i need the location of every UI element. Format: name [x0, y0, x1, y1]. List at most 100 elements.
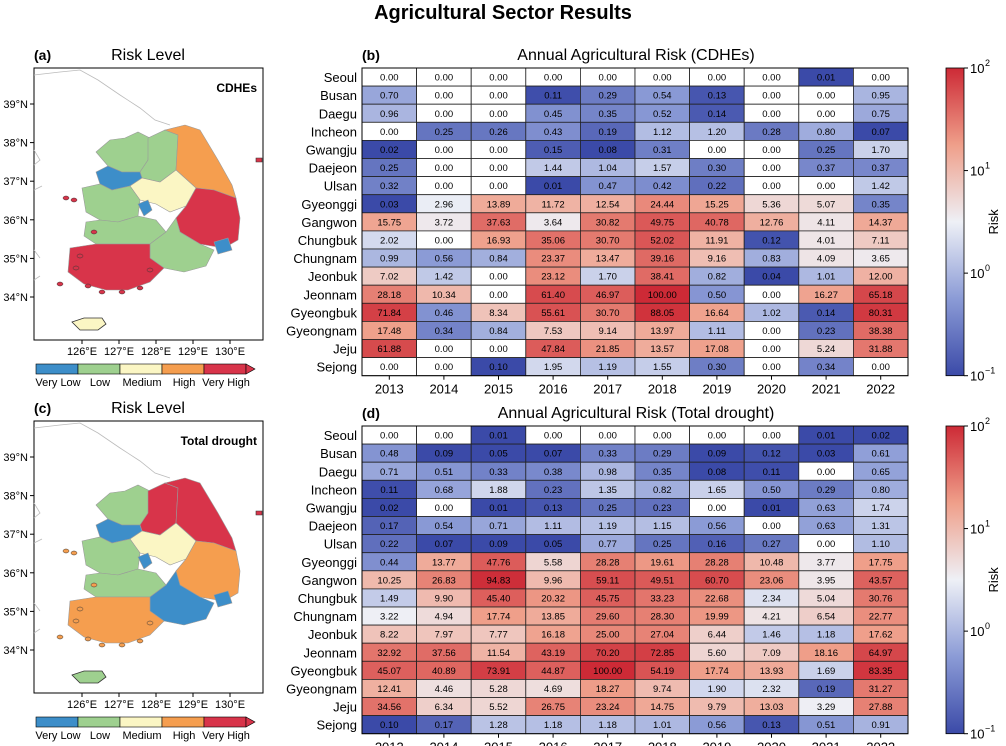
cell-value: 40.89: [432, 666, 456, 677]
cell-value: 0.30: [708, 163, 727, 174]
cell-value: 71.84: [377, 308, 401, 319]
cell-value: 3.72: [435, 217, 454, 228]
map-tag-a: CDHEs: [216, 81, 257, 95]
cell-value: 1.12: [653, 127, 672, 138]
cell-value: 0.00: [489, 163, 508, 174]
island-marker: [255, 157, 263, 163]
cell-value: 38.41: [650, 272, 674, 283]
cell-value: 0.00: [817, 467, 836, 478]
cell-value: 45.40: [487, 593, 511, 604]
cell-value: 6.54: [817, 612, 836, 623]
row-label: Jeju: [333, 700, 357, 715]
cell-value: 0.32: [380, 181, 399, 192]
cell-value: 0.00: [435, 235, 454, 246]
cell-value: 1.44: [544, 163, 563, 174]
cell-value: 7.09: [762, 648, 781, 659]
region-daejeon: [137, 552, 153, 570]
colorbar-tick-label: 10: [970, 522, 984, 537]
panel-label-d: (d): [362, 405, 380, 421]
cell-value: 0.00: [708, 503, 727, 514]
region-jeonnam: [67, 243, 165, 291]
cell-value: 0.35: [653, 467, 672, 478]
x-tick-label: 2022: [866, 740, 895, 746]
heatmap-panel-b: (b) Annual Agricultural Risk (CDHEs) Seo…: [286, 47, 1001, 397]
cell-value: 33.23: [650, 593, 674, 604]
cell-value: 0.96: [380, 109, 399, 120]
region-jeonnam: [67, 596, 165, 644]
row-label: Incheon: [311, 124, 357, 139]
cell-value: 0.00: [435, 163, 454, 174]
cell-value: 61.88: [377, 344, 401, 355]
cell-value: 0.00: [762, 181, 781, 192]
cell-value: 65.18: [869, 290, 893, 301]
cell-value: 0.09: [435, 449, 454, 460]
cell-value: 0.00: [762, 344, 781, 355]
cell-value: 0.00: [762, 109, 781, 120]
cell-value: 0.08: [708, 467, 727, 478]
cell-value: 0.12: [762, 235, 781, 246]
legend-label: High: [173, 377, 196, 389]
x-tick-label: 2016: [539, 382, 568, 397]
cell-value: 0.63: [817, 521, 836, 532]
row-label: Jeonbuk: [308, 269, 358, 284]
cell-value: 0.00: [708, 73, 727, 84]
map-panel-a: (a) Risk Level CDHEs 39°N 38°N 37°N 36°N 35°…: [3, 47, 264, 389]
cell-value: 0.38: [544, 467, 563, 478]
risk-legend: Very Low Low Medium High Very High: [35, 716, 256, 742]
cell-value: 0.08: [598, 145, 617, 156]
cell-value: 0.42: [653, 181, 672, 192]
row-label: Gyeongbuk: [291, 663, 358, 678]
cell-value: 13.85: [541, 612, 565, 623]
cell-value: 5.52: [489, 702, 508, 713]
cell-value: 3.29: [817, 702, 836, 713]
row-label: Jeonbuk: [308, 627, 358, 642]
cell-value: 0.29: [817, 485, 836, 496]
row-label: Daegu: [319, 464, 357, 479]
colorbar-tick-exponent: 1: [985, 161, 990, 171]
cell-value: 47.76: [487, 557, 511, 568]
cell-value: 0.00: [817, 181, 836, 192]
legend-label: High: [173, 730, 196, 742]
island: [62, 195, 70, 201]
cell-value: 6.34: [435, 702, 454, 713]
cell-value: 0.54: [653, 91, 672, 102]
cell-value: 0.51: [817, 720, 836, 731]
island: [72, 618, 80, 624]
heatmap-frame: [361, 425, 909, 735]
island: [84, 283, 92, 289]
cell-value: 88.05: [650, 308, 674, 319]
x-tick-label: 2019: [702, 740, 731, 746]
cell-value: 1.57: [653, 163, 672, 174]
cell-value: 0.00: [435, 91, 454, 102]
cell-value: 0.00: [435, 344, 454, 355]
cell-value: 0.99: [380, 254, 399, 265]
cell-value: 7.53: [544, 326, 563, 337]
row-label: Gyeongnam: [286, 681, 357, 696]
lat-tick-label: 36°N: [3, 215, 28, 227]
cell-value: 9.74: [653, 684, 672, 695]
cell-value: 23.37: [541, 254, 565, 265]
cell-value: 1.42: [435, 272, 454, 283]
cell-value: 61.40: [541, 290, 565, 301]
cell-value: 7.11: [872, 235, 890, 246]
cell-value: 0.07: [435, 539, 454, 550]
lon-tick-label: 128°E: [141, 699, 171, 711]
cell-value: 0.00: [380, 127, 399, 138]
cell-value: 31.88: [869, 344, 893, 355]
island: [146, 267, 154, 273]
cell-value: 0.01: [762, 503, 781, 514]
cell-value: 13.89: [487, 199, 511, 210]
x-tick-label: 2015: [484, 382, 513, 397]
cell-value: 70.20: [596, 648, 620, 659]
row-label: Gangwon: [301, 573, 357, 588]
colorbar-tick-exponent: 2: [985, 416, 990, 426]
cell-value: 10.25: [377, 575, 401, 586]
cell-value: 0.47: [598, 181, 617, 192]
cell-value: 1.90: [708, 684, 727, 695]
cell-value: 0.27: [762, 539, 781, 550]
colorbar-tick-exponent: 2: [985, 58, 990, 68]
cell-value: 47.84: [541, 344, 565, 355]
cell-value: 0.09: [708, 449, 727, 460]
cell-value: 4.09: [817, 254, 836, 265]
